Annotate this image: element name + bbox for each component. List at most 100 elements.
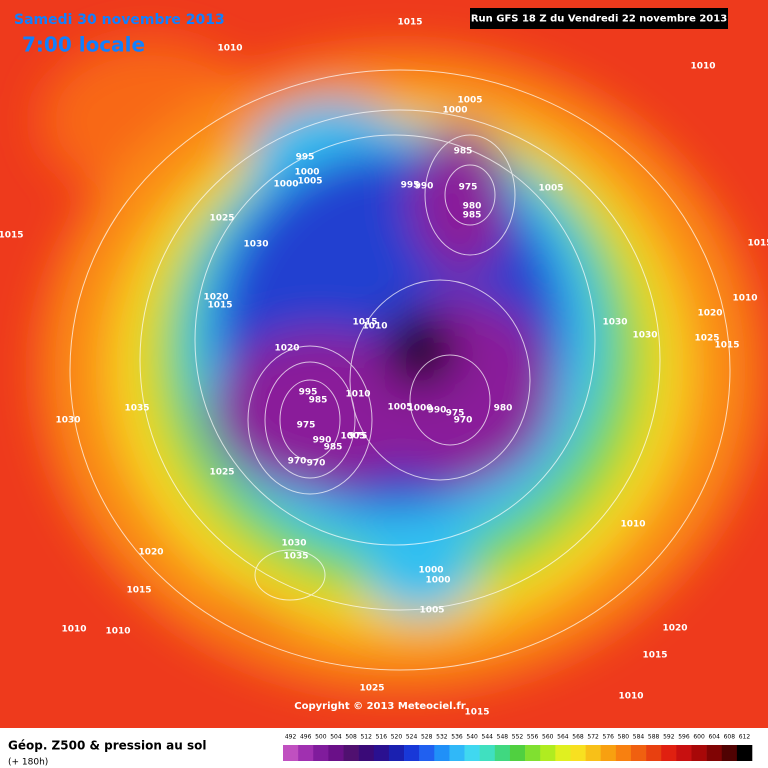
scale-swatch	[736, 745, 753, 761]
isobar-label: 980	[463, 202, 482, 212]
isobar-label: 975	[446, 409, 465, 419]
isobar-label: 985	[324, 443, 343, 453]
run-info: Run GFS 18 Z du Vendredi 22 novembre 201…	[471, 14, 727, 25]
scale-label: 568	[572, 734, 584, 741]
scale-label: 516	[376, 734, 388, 741]
scale-swatch	[388, 745, 405, 761]
scale-label: 556	[527, 734, 539, 741]
isobar-label: 995	[299, 388, 318, 398]
isobar-label: 1015	[747, 239, 768, 249]
isobar-label: 985	[309, 396, 328, 406]
isobar-label: 1010	[345, 390, 370, 400]
scale-label: 500	[315, 734, 327, 741]
isobar-label: 990	[415, 182, 434, 192]
isobar-label: 1035	[124, 404, 149, 414]
color-scale: 492 496 500 504 508 512 516 520 524 528 532 536 540 5…	[283, 734, 753, 761]
scale-swatch	[328, 745, 344, 761]
scale-label: 548	[497, 734, 509, 741]
isobar-label: 1005	[340, 432, 365, 442]
scale-swatch	[555, 745, 571, 761]
scale-label: 608	[724, 734, 736, 741]
isobar-label: 1010	[105, 627, 130, 637]
scale-swatch	[343, 745, 359, 761]
isobar-label: 1005	[419, 606, 444, 616]
scale-label: 528	[421, 734, 433, 741]
isobar-label: 970	[288, 457, 307, 467]
scale-swatch	[691, 745, 707, 761]
isobar-label: 1010	[732, 294, 757, 304]
scale-swatch	[615, 745, 632, 761]
isobar-label: 1005	[387, 403, 412, 413]
isobar-label: 1020	[138, 548, 163, 558]
isobar-label: 1020	[203, 293, 228, 303]
scale-swatch	[464, 745, 480, 761]
isobar-label: 1015	[0, 231, 24, 241]
isobar-label: 985	[463, 211, 482, 221]
footer-title: Géop. Z500 & pression au sol	[8, 739, 206, 753]
z500-field	[0, 0, 768, 728]
scale-label: 540	[466, 734, 478, 741]
scale-swatch	[525, 745, 541, 761]
isobar-label: 1015	[714, 341, 739, 351]
isobar-label: 1030	[632, 331, 657, 341]
scale-swatch	[706, 745, 723, 761]
scale-label: 588	[648, 734, 660, 741]
scale-swatch	[494, 745, 511, 761]
scale-swatch	[373, 745, 390, 761]
isobar-label: 1015	[642, 651, 667, 661]
isobar-label: 1015	[464, 708, 489, 718]
scale-swatch	[570, 745, 586, 761]
isobar-label: 1020	[274, 344, 299, 354]
isobar-label: 1020	[697, 309, 722, 319]
scale-swatch	[419, 745, 435, 761]
isobar-label: 1020	[662, 624, 687, 634]
scale-swatch	[404, 745, 420, 761]
isobar-label: 1025	[359, 684, 384, 694]
isobar-label: 1030	[602, 318, 627, 328]
isobar-label: 1035	[283, 552, 308, 562]
scale-label: 536	[451, 734, 463, 741]
scale-swatch	[630, 745, 647, 761]
isobar-label: 1000	[425, 576, 450, 586]
isobar-label: 980	[494, 404, 513, 414]
copyright: Copyright © 2013 Meteociel.fr	[294, 701, 465, 712]
footer-subtitle: (+ 180h)	[8, 758, 48, 768]
isobar-label: 1010	[620, 520, 645, 530]
scale-label: 600	[693, 734, 705, 741]
isobar-label: 970	[307, 459, 326, 469]
isobar-label: 1005	[538, 184, 563, 194]
scale-label: 604	[708, 734, 720, 741]
isobar-label: 970	[454, 416, 473, 426]
scale-swatch	[646, 745, 662, 761]
isobar-label: 1015	[207, 301, 232, 311]
scale-label: 552	[512, 734, 524, 741]
scale-label: 512	[360, 734, 372, 741]
scale-label: 544	[482, 734, 494, 741]
isobar-label: 1010	[217, 44, 242, 54]
isobar-label: 1030	[55, 416, 80, 426]
scale-label: 508	[345, 734, 357, 741]
scale-label: 532	[436, 734, 448, 741]
isobar-label: 1025	[694, 334, 719, 344]
isobar-label: 1015	[126, 586, 151, 596]
scale-swatch	[298, 745, 314, 761]
scale-label: 520	[391, 734, 403, 741]
isobar-labels: 1015101010101005100099510001005100098599…	[0, 18, 768, 718]
scale-label: 496	[300, 734, 312, 741]
isobar-label: 1030	[281, 539, 306, 549]
scale-label: 596	[678, 734, 690, 741]
isobar-label: 1000	[294, 168, 319, 178]
scale-label: 504	[330, 734, 342, 741]
run-box	[470, 8, 728, 29]
scale-label: 612	[739, 734, 751, 741]
isobar-label: 1010	[362, 322, 387, 332]
scale-label: 576	[603, 734, 615, 741]
scale-label: 572	[587, 734, 599, 741]
isobar-label: 990	[313, 436, 332, 446]
isobar-label: 1030	[243, 240, 268, 250]
isobar-label: 1000	[407, 404, 432, 414]
scale-label: 564	[557, 734, 569, 741]
scale-swatch	[313, 745, 329, 761]
time: 7:00 locale	[22, 33, 145, 57]
